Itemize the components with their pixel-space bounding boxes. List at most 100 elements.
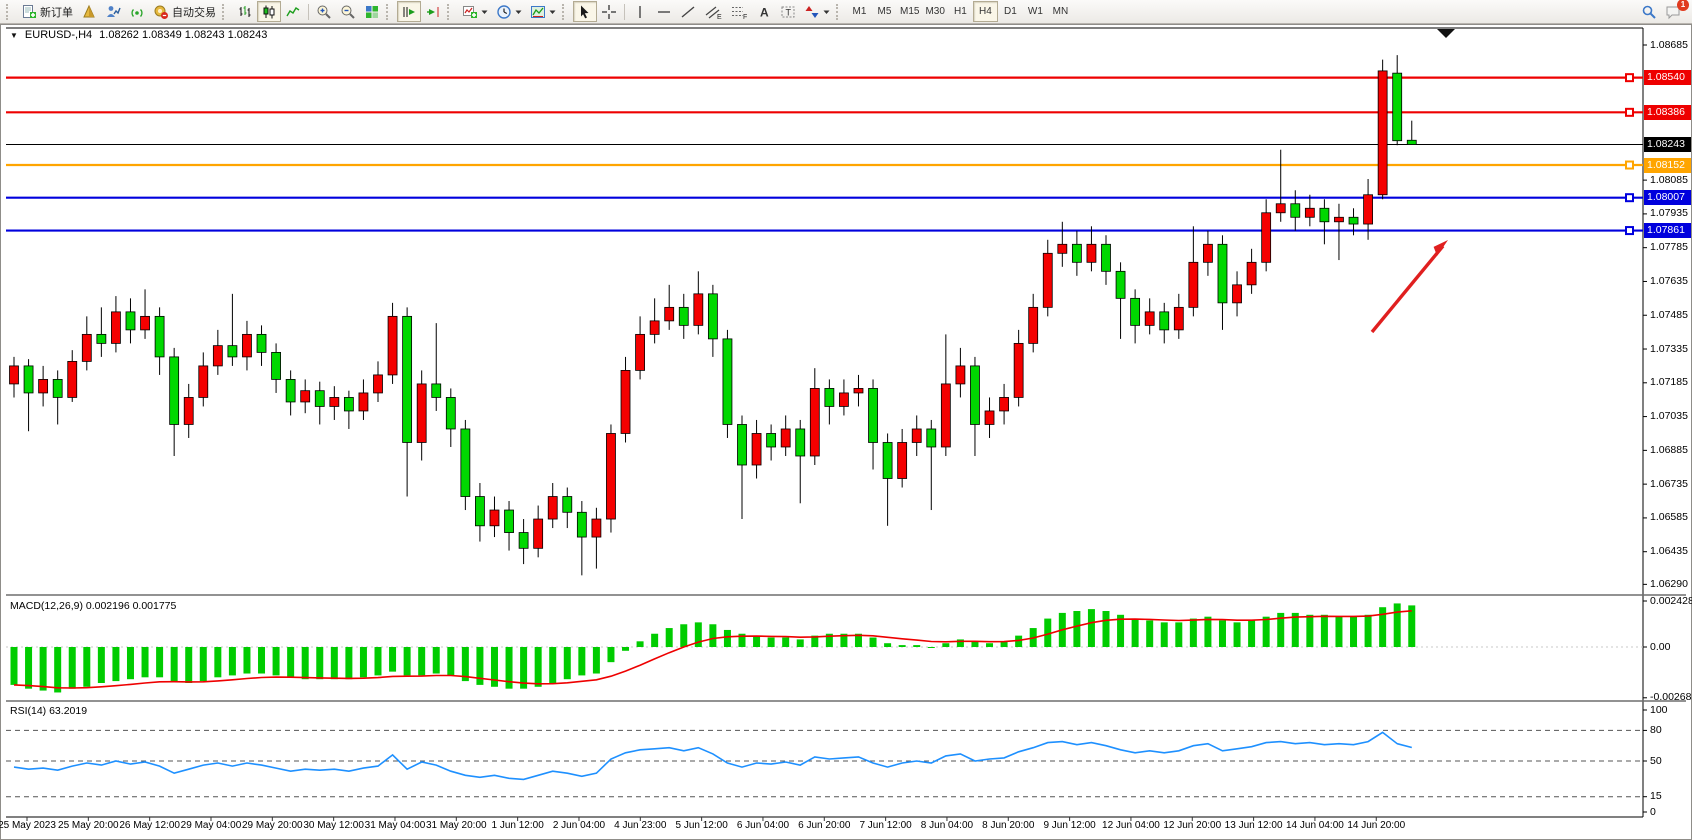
timeframe-M30-button[interactable]: M30 [922, 1, 947, 22]
template-chart-icon [531, 5, 545, 18]
time-marker-icon [1437, 29, 1455, 38]
zoom-in-button[interactable] [312, 1, 336, 22]
timeframe-M15-button[interactable]: M15 [897, 1, 922, 22]
trend-arrow-annotation[interactable] [1370, 244, 1445, 334]
crosshair-icon [602, 4, 616, 19]
vertical-line-tool-button[interactable] [628, 1, 652, 22]
rsi-indicator-label: RSI(14) 63.2019 [10, 705, 88, 717]
chart-shift-button[interactable] [421, 1, 445, 22]
svg-text:T: T [786, 7, 792, 17]
vertical-line-icon [639, 5, 641, 18]
chart-window [0, 24, 1692, 840]
timeframe-MN-button[interactable]: MN [1048, 1, 1073, 22]
candlestick-icon [263, 5, 275, 18]
toolbar-grip[interactable] [562, 3, 569, 20]
notifications-button[interactable]: 1 [1661, 0, 1689, 23]
chevron-down-icon [481, 10, 488, 14]
chart-menu-caret-icon[interactable]: ▼ [10, 30, 18, 40]
clock-icon [497, 4, 511, 19]
bar-chart-type-button[interactable] [233, 1, 257, 22]
person-chart-icon [107, 5, 121, 17]
add-indicator-icon [463, 5, 477, 18]
ohlc-bars-icon [239, 5, 251, 17]
svg-text:A: A [760, 5, 769, 19]
channel-tool-button[interactable]: E [700, 1, 726, 22]
fibonacci-icon: F [732, 6, 747, 20]
line-chart-icon [286, 6, 300, 16]
timeframe-W1-button[interactable]: W1 [1023, 1, 1048, 22]
trendline-icon [681, 5, 695, 18]
trend-arrow-head [1433, 240, 1448, 256]
hline-handle[interactable] [1625, 160, 1634, 170]
search-button[interactable] [1637, 2, 1661, 23]
timeframe-M5-button[interactable]: M5 [872, 1, 897, 22]
signals-button[interactable] [125, 1, 149, 22]
auto-trading-icon [154, 5, 168, 19]
cursor-button[interactable] [573, 1, 597, 22]
timeframe-H1-button[interactable]: H1 [948, 1, 973, 22]
chart-symbol-period: EURUSD-,H4 [24, 29, 93, 41]
new-order-label: 新订单 [40, 6, 73, 19]
chevron-down-icon [549, 10, 556, 14]
toolbar-grip[interactable] [836, 3, 843, 20]
crosshair-button[interactable] [597, 1, 621, 22]
fibonacci-tool-button[interactable]: F [726, 1, 752, 22]
tile-windows-button[interactable] [360, 1, 384, 22]
new-order-icon [23, 4, 36, 18]
candlestick-chart-type-button[interactable] [257, 1, 281, 22]
new-order-button[interactable]: 新订单 [17, 1, 77, 22]
chart-shift-icon [427, 6, 439, 17]
chevron-down-icon [515, 10, 522, 14]
timeframe-M1-button[interactable]: M1 [847, 1, 872, 22]
hline-handle[interactable] [1625, 193, 1634, 203]
macd-indicator-label: MACD(12,26,9) 0.002196 0.001775 [10, 600, 177, 612]
timeframe-toolbar: M1 M5 M15 M30 H1 H4 D1 W1 MN [847, 1, 1073, 22]
notification-count-badge: 1 [1677, 0, 1689, 11]
signal-icon [131, 8, 143, 17]
strategy-tester-button[interactable] [101, 1, 125, 22]
main-toolbar: 新订单 自动交易 [0, 0, 1692, 24]
zoom-in-icon [317, 5, 331, 19]
chart-ohlc-values: 1.08262 1.08349 1.08243 1.08243 [99, 29, 268, 41]
tile-windows-icon [366, 5, 378, 18]
market-watch-button[interactable] [77, 1, 101, 22]
trendline-tool-button[interactable] [676, 1, 700, 22]
arrows-icon [805, 5, 819, 18]
hline-handle[interactable] [1625, 226, 1634, 236]
search-icon [1642, 5, 1656, 19]
market-watch-icon [83, 4, 95, 17]
zoom-out-icon [341, 5, 355, 19]
text-tool-button[interactable]: A [752, 1, 776, 22]
chevron-down-icon [823, 10, 830, 14]
svg-text:F: F [743, 14, 747, 20]
timeframe-D1-button[interactable]: D1 [998, 1, 1023, 22]
toolbar-grip[interactable] [447, 3, 454, 20]
auto-trading-label: 自动交易 [172, 6, 216, 19]
indicators-button[interactable] [458, 1, 492, 22]
text-icon: A [760, 5, 769, 19]
templates-button[interactable] [526, 1, 560, 22]
line-chart-type-button[interactable] [281, 1, 305, 22]
horizontal-line-tool-button[interactable] [652, 1, 676, 22]
arrows-tool-button[interactable] [800, 1, 834, 22]
toolbar-grip[interactable] [222, 3, 229, 20]
hline-handle[interactable] [1625, 107, 1634, 117]
cursor-arrow-icon [581, 5, 589, 18]
text-label-icon: T [781, 6, 795, 17]
svg-text:E: E [717, 14, 722, 20]
hline-handle[interactable] [1625, 73, 1634, 83]
chart-header: ▼ EURUSD-,H4 1.08262 1.08349 1.08243 1.0… [10, 29, 267, 41]
auto-trading-button[interactable]: 自动交易 [149, 1, 220, 22]
auto-scroll-button[interactable] [397, 1, 421, 22]
timeframe-H4-button[interactable]: H4 [972, 1, 998, 22]
horizontal-line-icon [658, 10, 670, 13]
periods-button[interactable] [492, 1, 526, 22]
auto-scroll-icon [403, 6, 415, 17]
text-label-tool-button[interactable]: T [776, 1, 800, 22]
toolbar-grip[interactable] [386, 3, 393, 20]
zoom-out-button[interactable] [336, 1, 360, 22]
toolbar-grip[interactable] [6, 3, 13, 20]
equidistant-channel-icon: E [705, 6, 722, 20]
